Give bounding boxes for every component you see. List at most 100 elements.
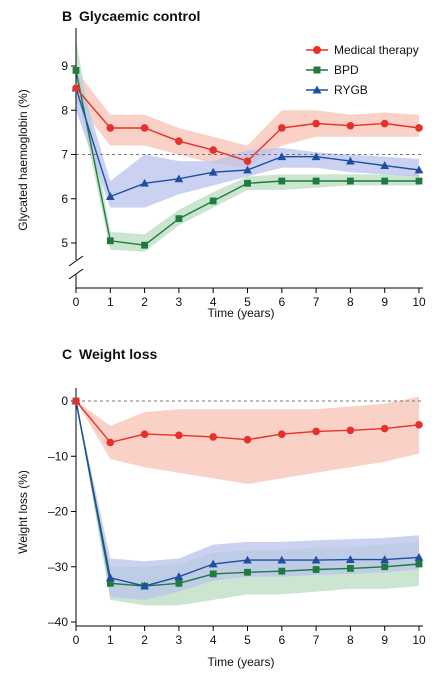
data-point-bpd [278, 177, 286, 185]
data-point-medical [312, 119, 320, 128]
x-tick-label: 5 [244, 295, 251, 309]
data-point-rygb [174, 174, 184, 183]
x-tick-label: 1 [107, 295, 114, 309]
x-tick-label: 9 [381, 295, 388, 309]
y-tick-label: 7 [61, 148, 68, 162]
panel-b-ylabel: Glycated haemoglobin (%) [16, 89, 30, 230]
panel-c-xlabel: Time (years) [208, 655, 275, 669]
legend-item-bpd: BPD [306, 63, 359, 77]
y-tick-label: –20 [48, 505, 68, 519]
band-medical [76, 70, 419, 168]
x-tick-label: 1 [107, 633, 114, 647]
x-tick-label: 8 [347, 295, 354, 309]
data-point-rygb [208, 167, 218, 176]
data-point-medical [243, 435, 252, 444]
data-point-rygb [380, 555, 390, 563]
data-point-rygb [380, 161, 390, 169]
data-point-bpd [244, 179, 251, 187]
data-point-rygb [346, 555, 355, 563]
data-point-medical [243, 157, 252, 165]
x-tick-label: 3 [176, 633, 183, 647]
legend-item-medical: Medical therapy [306, 43, 419, 57]
data-point-medical [140, 124, 149, 132]
data-point-medical [415, 124, 423, 132]
x-tick-label: 0 [73, 633, 80, 647]
plot-weight-loss: 0 –10 –20 –30 –40 0 1 2 3 4 5 6 7 8 9 10 [48, 388, 426, 647]
axis-break-mark [68, 268, 84, 280]
x-tick-label: 4 [210, 633, 217, 647]
x-tick-label: 4 [210, 295, 217, 309]
data-point-bpd [72, 67, 80, 74]
x-tick-label: 7 [313, 633, 320, 647]
data-point-rygb [243, 165, 252, 174]
data-point-bpd [209, 570, 217, 578]
data-point-rygb [414, 165, 424, 174]
data-point-rygb [243, 555, 252, 564]
data-point-bpd [141, 241, 148, 249]
data-point-bpd [415, 560, 423, 568]
data-point-rygb [414, 552, 424, 561]
x-tick-label: 7 [313, 295, 320, 309]
data-point-bpd [381, 563, 389, 571]
data-point-bpd [175, 579, 183, 587]
data-point-bpd [347, 177, 354, 185]
band-rygb [76, 401, 419, 600]
data-point-medical [380, 424, 389, 433]
data-point-rygb [174, 572, 184, 581]
panel-c-letter: C [62, 346, 72, 362]
legend-label-bpd: BPD [334, 63, 359, 77]
data-point-bpd [209, 197, 217, 205]
panel-c-title: Weight loss [79, 346, 158, 362]
panel-glycaemic-control: B Glycaemic control 5 6 7 8 9 0 1 2 3 4 5 6 7 8 9 10 Ti… [16, 8, 426, 320]
data-point-rygb [346, 156, 355, 165]
y-tick-label: 6 [61, 192, 68, 206]
y-tick-label: 9 [61, 59, 68, 73]
data-point-rygb [140, 178, 149, 187]
data-point-medical [278, 430, 286, 438]
data-point-medical [140, 430, 149, 438]
data-point-medical [72, 84, 80, 92]
data-point-medical [209, 433, 217, 441]
panel-weight-loss: C Weight loss 0–10–20–30–400 1 2 3 4 5 6 7 8 9 10 … [16, 346, 426, 669]
data-point-medical [346, 426, 355, 435]
data-point-medical [175, 431, 183, 440]
y-tick-label: 5 [61, 236, 68, 250]
plot-glycaemic: 5 6 7 8 9 0 1 2 3 4 5 6 7 8 9 10 [61, 28, 426, 309]
x-tick-label: 0 [73, 295, 80, 309]
y-tick-label: –40 [48, 615, 68, 629]
data-point-medical [106, 438, 115, 447]
x-tick-label: 3 [176, 295, 183, 309]
data-point-rygb [208, 559, 218, 568]
data-point-bpd [244, 568, 251, 576]
data-point-bpd [312, 177, 320, 185]
x-tick-label: 6 [278, 633, 285, 647]
data-point-bpd [347, 565, 354, 572]
legend-label-rygb: RYGB [334, 83, 368, 97]
data-point-rygb [277, 555, 287, 564]
data-point-medical [278, 124, 286, 132]
data-point-rygb [311, 555, 321, 564]
panel-b-xlabel: Time (years) [208, 306, 275, 320]
data-point-bpd [312, 566, 320, 573]
legend-marker-rygb [312, 85, 322, 94]
x-tick-label: 5 [244, 633, 251, 647]
data-point-medical [415, 420, 423, 429]
data-point-bpd [106, 237, 114, 245]
panel-c-ylabel: Weight loss (%) [16, 470, 30, 554]
data-point-medical [209, 146, 217, 154]
data-point-rygb [140, 581, 149, 590]
x-tick-label: 10 [412, 633, 426, 647]
legend-marker-medical [313, 46, 321, 54]
legend-marker-bpd [313, 66, 321, 74]
x-tick-label: 2 [141, 633, 148, 647]
band-rygb [76, 66, 419, 208]
data-point-rygb [311, 152, 321, 161]
data-point-bpd [175, 215, 183, 223]
data-point-bpd [415, 177, 423, 185]
legend: Medical therapy BPD RYGB [306, 43, 419, 97]
data-point-bpd [106, 579, 114, 587]
data-point-bpd [278, 567, 286, 575]
legend-label-medical: Medical therapy [334, 43, 419, 57]
data-point-medical [106, 124, 115, 132]
